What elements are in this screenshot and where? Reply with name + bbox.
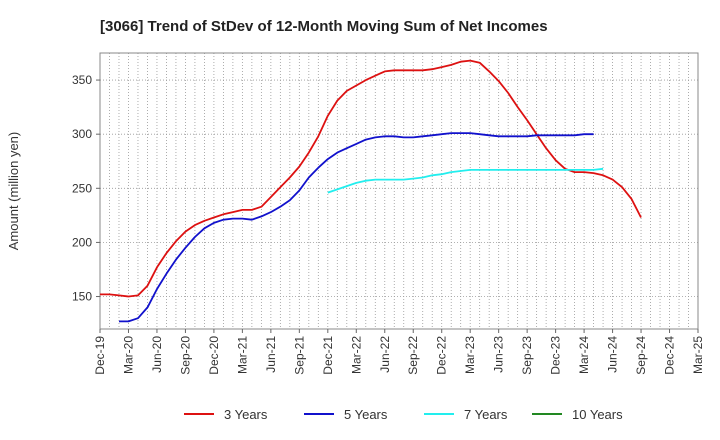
x-tick-label: Mar-24 xyxy=(577,336,591,374)
x-tick-label: Dec-22 xyxy=(435,336,449,375)
grid xyxy=(100,53,698,329)
x-tick-label: Mar-22 xyxy=(349,336,363,374)
x-tick-label: Jun-20 xyxy=(150,336,164,373)
legend-label: 3 Years xyxy=(224,407,268,422)
legend-label: 5 Years xyxy=(344,407,388,422)
x-tick-label: Jun-21 xyxy=(264,336,278,373)
x-axis: Dec-19 Mar-20 Jun-20 Sep-20 Dec-20 Mar-21 Jun-… xyxy=(93,329,705,375)
y-tick-label: 200 xyxy=(72,235,92,249)
x-tick-label: Sep-22 xyxy=(406,336,420,375)
series-line-5-years xyxy=(119,132,594,323)
legend: 3 Years 5 Years 7 Years 10 Years xyxy=(184,407,623,422)
chart-title: [3066] Trend of StDev of 12-Month Moving… xyxy=(100,18,548,35)
x-tick-label: Sep-21 xyxy=(292,336,306,375)
x-tick-label: Mar-20 xyxy=(121,336,135,374)
y-tick-label: 150 xyxy=(72,290,92,304)
x-tick-label: Sep-23 xyxy=(520,336,534,375)
x-tick-label: Sep-20 xyxy=(178,336,192,375)
x-tick-label: Jun-24 xyxy=(606,336,620,373)
legend-label: 10 Years xyxy=(572,407,623,422)
y-tick-label: 250 xyxy=(72,181,92,195)
x-tick-label: Mar-25 xyxy=(691,336,705,374)
series-group xyxy=(100,59,642,323)
x-tick-label: Dec-24 xyxy=(663,336,677,375)
x-tick-label: Dec-23 xyxy=(549,336,563,375)
x-tick-label: Dec-21 xyxy=(321,336,335,375)
plot-frame xyxy=(99,52,699,330)
series-line-3-years xyxy=(100,59,642,298)
series-line-7-years xyxy=(327,167,604,194)
y-axis: 150 200 250 300 350 xyxy=(72,73,100,304)
x-tick-label: Dec-19 xyxy=(93,336,107,375)
x-tick-label: Sep-24 xyxy=(634,336,648,375)
x-tick-label: Jun-23 xyxy=(492,336,506,373)
x-tick-label: Jun-22 xyxy=(378,336,392,373)
legend-label: 7 Years xyxy=(464,407,508,422)
y-tick-label: 300 xyxy=(72,127,92,141)
x-tick-label: Dec-20 xyxy=(207,336,221,375)
x-tick-label: Mar-21 xyxy=(235,336,249,374)
y-tick-label: 350 xyxy=(72,73,92,87)
x-tick-label: Mar-23 xyxy=(463,336,477,374)
y-axis-label: Amount (million yen) xyxy=(6,132,21,251)
